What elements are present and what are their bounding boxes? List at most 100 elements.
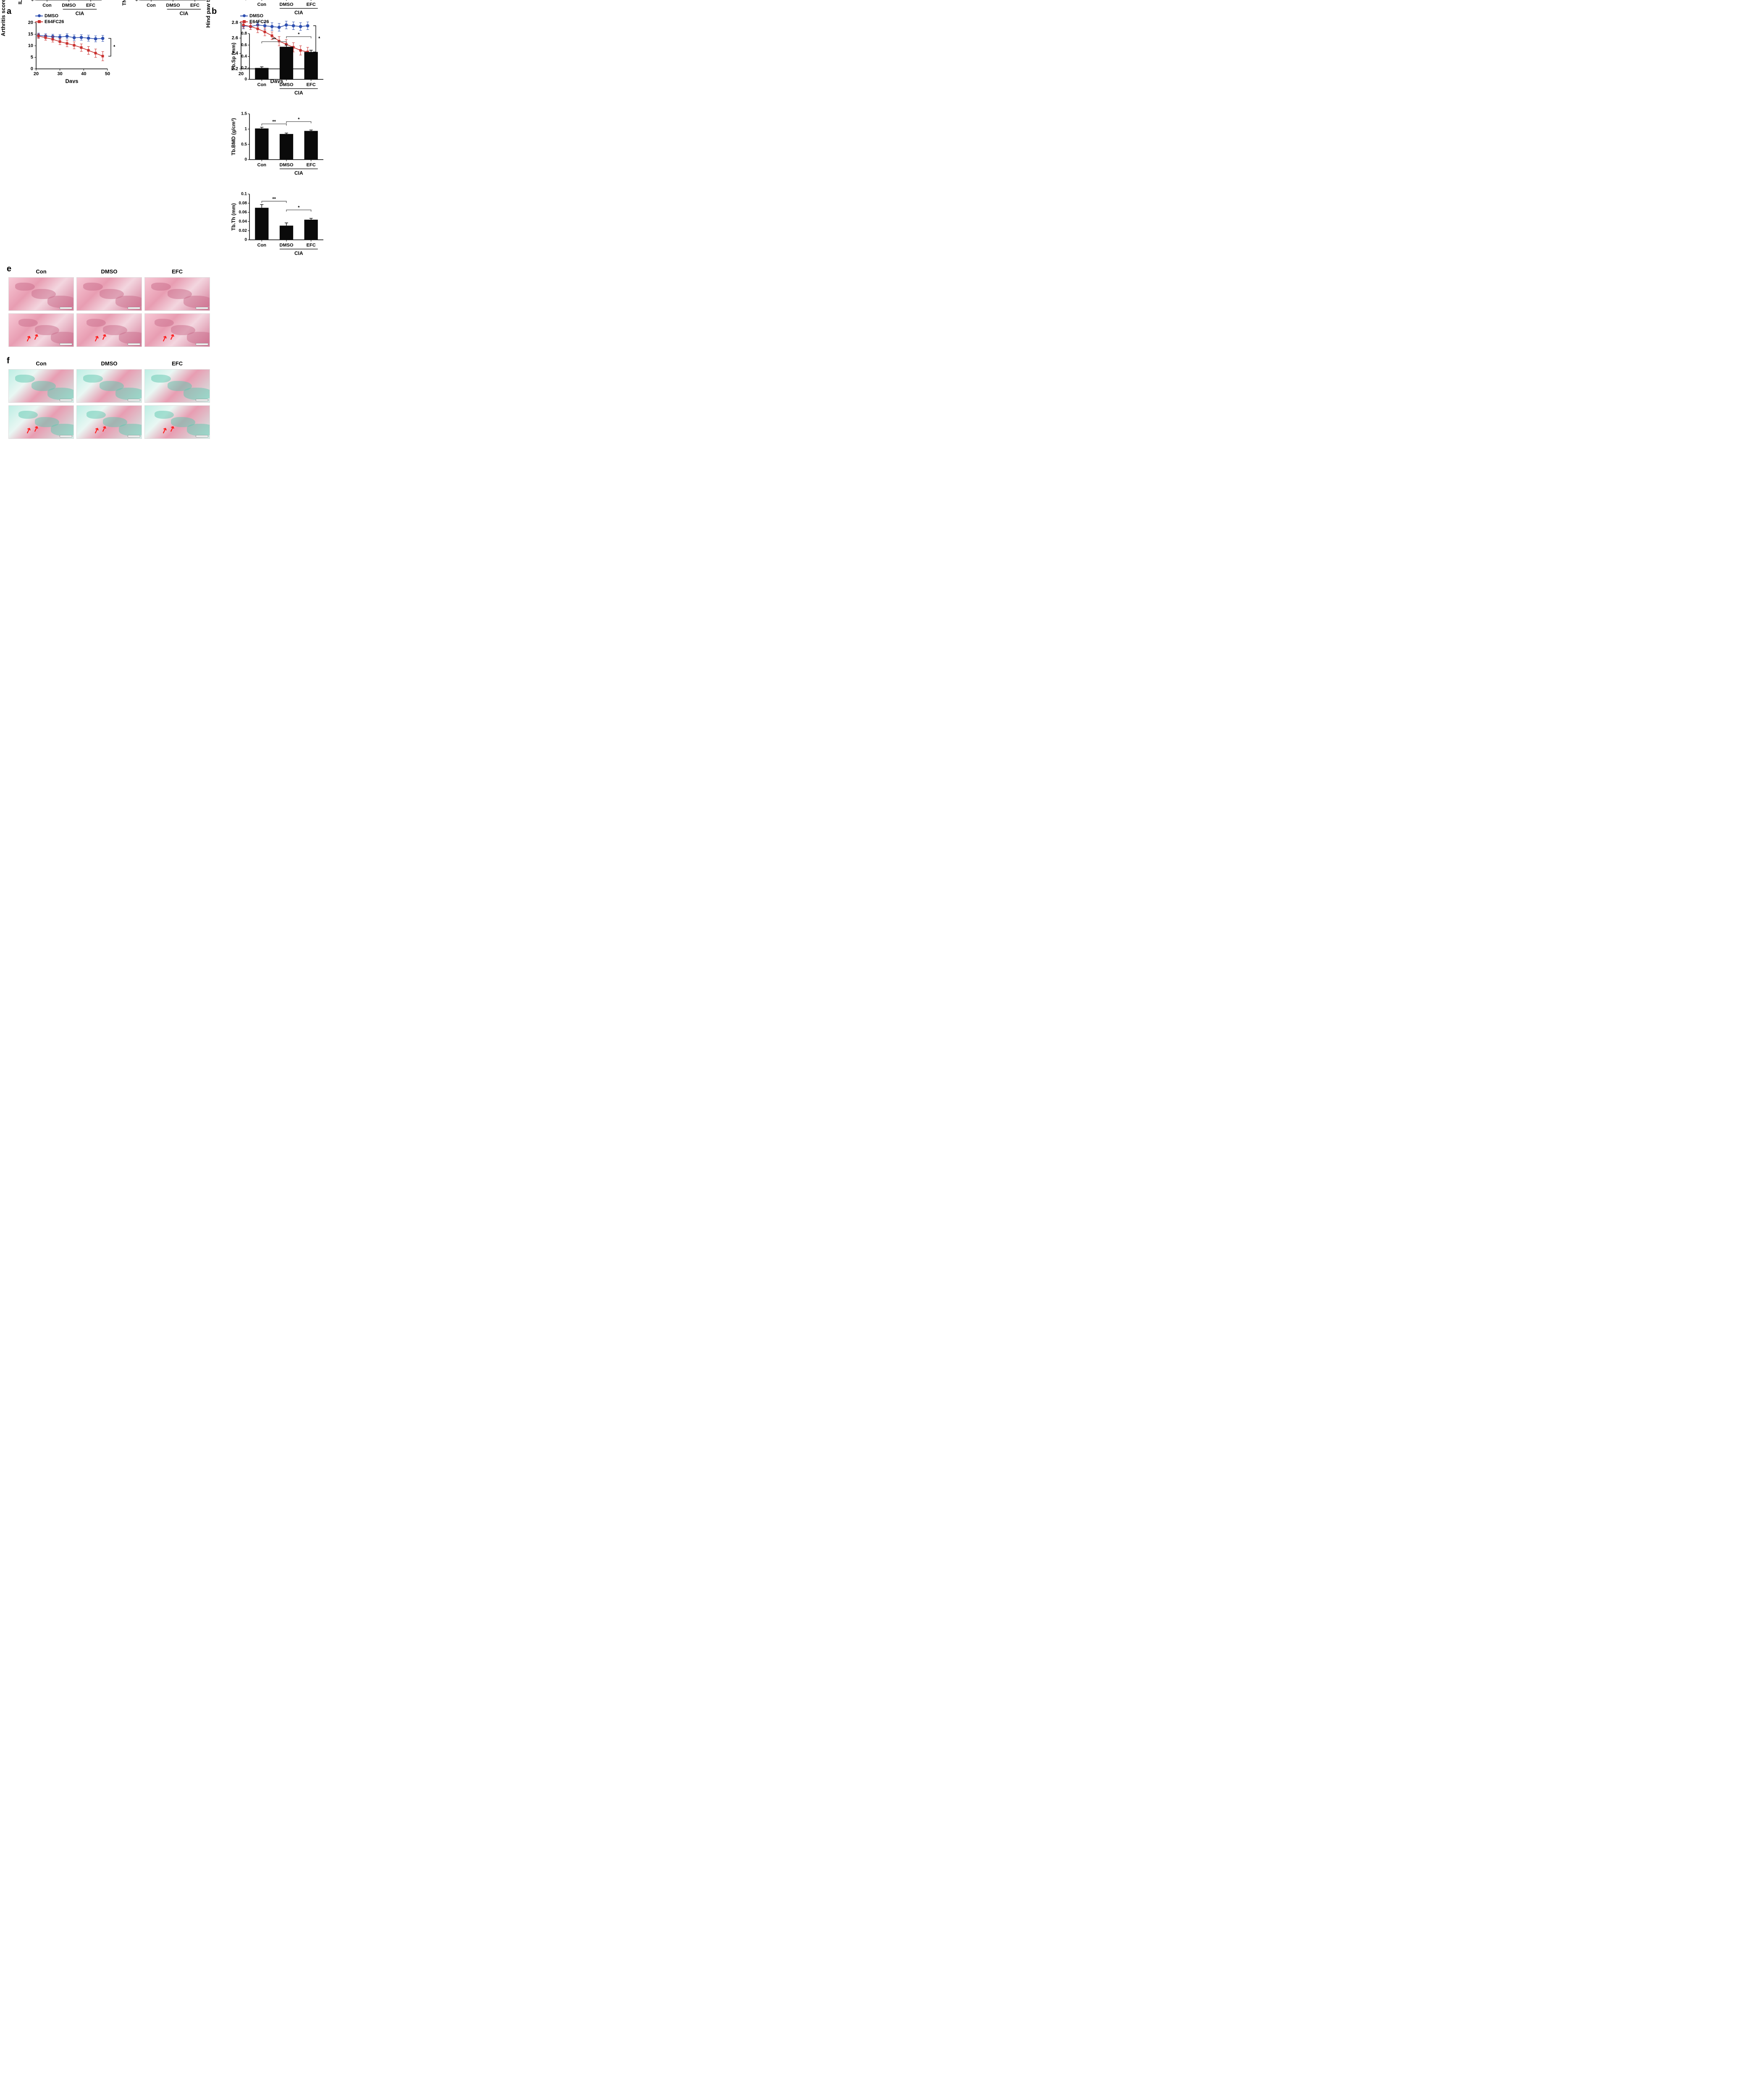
scale-bar: [60, 399, 72, 401]
svg-text:**: **: [272, 119, 276, 124]
svg-text:CIA: CIA: [180, 10, 189, 16]
svg-text:0: 0: [244, 238, 247, 242]
svg-text:Con: Con: [147, 3, 156, 8]
panel-d: d 050010001500ConDMSOEFC*****CIAIL-8 sec…: [8, 0, 213, 258]
svg-text:Con: Con: [257, 163, 267, 168]
bar-chart: 0200400600800ConDMSOEFC****CIATNF-α secr…: [121, 0, 209, 18]
svg-text:EFC: EFC: [307, 243, 316, 248]
bar-chart: 00.020.040.060.080.1ConDMSOEFC***CIATb.T…: [228, 185, 329, 258]
svg-text:DMSO: DMSO: [279, 163, 293, 168]
histology-image: [144, 277, 210, 311]
svg-text:EFC: EFC: [307, 2, 316, 7]
svg-text:DMSO: DMSO: [279, 2, 293, 7]
y-axis-label: Arthritis score: [0, 0, 6, 36]
svg-text:**: **: [272, 197, 276, 202]
svg-text:CIA: CIA: [76, 10, 84, 16]
svg-text:1.5: 1.5: [241, 112, 247, 116]
histo-col-label: Con: [8, 360, 74, 367]
histo-col-label: DMSO: [76, 360, 142, 367]
svg-text:Con: Con: [257, 243, 267, 248]
bar-chart: 00.511.5ConDMSOEFC***CIATb.BMD (g/cm³): [228, 105, 329, 178]
svg-text:0.08: 0.08: [239, 201, 247, 205]
histology-image: ↗↗: [144, 313, 210, 347]
svg-text:DMSO: DMSO: [62, 3, 76, 8]
svg-text:Tb.Sp (mm): Tb.Sp (mm): [231, 43, 236, 71]
svg-text:EFC: EFC: [86, 3, 95, 8]
scale-bar: [196, 436, 208, 437]
svg-text:0.2: 0.2: [241, 66, 247, 70]
svg-text:0.8: 0.8: [241, 32, 247, 36]
svg-text:*: *: [298, 32, 300, 37]
histo-col-label: EFC: [144, 268, 210, 275]
histo-col-label: DMSO: [76, 268, 142, 275]
histology-grid-e: ConDMSOEFC↗↗↗↗↗↗: [8, 268, 210, 347]
svg-text:0: 0: [31, 0, 34, 3]
histo-col-label: Con: [8, 268, 74, 275]
svg-text:0.06: 0.06: [239, 210, 247, 215]
svg-text:0.4: 0.4: [241, 54, 247, 59]
panel-label-e: e: [7, 264, 11, 274]
svg-text:Con: Con: [257, 2, 267, 7]
svg-text:0: 0: [136, 0, 138, 3]
svg-text:EFC: EFC: [307, 163, 316, 168]
panel-label-f: f: [7, 356, 10, 366]
histology-image: [8, 369, 74, 403]
svg-text:DMSO: DMSO: [166, 3, 180, 8]
histology-image: ↗↗: [8, 405, 74, 439]
svg-text:TNF-α secretion pg/mL: TNF-α secretion pg/mL: [121, 0, 127, 5]
svg-text:Tb.Th (mm): Tb.Th (mm): [231, 203, 236, 231]
panel-g: g 020406080100ConDMSOEFC***CIABV/TV (%)0…: [220, 0, 412, 258]
svg-text:CIA: CIA: [294, 250, 303, 256]
svg-text:CIA: CIA: [294, 90, 303, 96]
histo-col-label: EFC: [144, 360, 210, 367]
scale-bar: [128, 307, 140, 309]
scale-bar: [196, 399, 208, 401]
annotation-arrow-icon: ↗: [160, 425, 168, 436]
bar-chart: 00.20.40.60.8ConDMSOEFC***CIATb.Sp (mm): [228, 24, 329, 98]
svg-text:0.6: 0.6: [241, 43, 247, 47]
scale-bar: [128, 344, 140, 345]
bar-grid-d: 050010001500ConDMSOEFC*****CIAIL-8 secre…: [8, 0, 213, 18]
histology-image: ↗↗: [8, 313, 74, 347]
svg-text:EFC: EFC: [307, 82, 316, 87]
svg-text:EFC: EFC: [190, 3, 199, 8]
scale-bar: [196, 344, 208, 345]
annotation-arrow-icon: ↗: [24, 425, 32, 436]
svg-text:CIA: CIA: [294, 170, 303, 176]
histology-image: ↗↗: [76, 405, 142, 439]
bar-chart: 050100150200ConDMSOEFC*****CIAIL-1α secr…: [17, 0, 105, 18]
bar-chart: 020406080100ConDMSOEFC***CIABV/TV (%): [228, 0, 329, 18]
histology-grid-f: ConDMSOEFC↗↗↗↗↗↗: [8, 360, 210, 439]
scale-bar: [128, 399, 140, 401]
annotation-arrow-icon: ↗: [24, 333, 32, 344]
annotation-arrow-icon: ↗: [92, 333, 100, 344]
panel-f: f ConDMSOEFC↗↗↗↗↗↗: [8, 358, 213, 439]
scale-bar: [196, 307, 208, 309]
annotation-arrow-icon: ↗: [92, 425, 100, 436]
svg-text:Tb.BMD (g/cm³): Tb.BMD (g/cm³): [231, 118, 236, 155]
svg-text:Con: Con: [42, 3, 52, 8]
svg-text:Con: Con: [257, 82, 267, 87]
histology-image: ↗↗: [144, 405, 210, 439]
svg-text:0: 0: [244, 158, 247, 162]
svg-text:0.5: 0.5: [241, 142, 247, 147]
svg-text:*: *: [298, 117, 300, 122]
svg-text:0.02: 0.02: [239, 228, 247, 233]
svg-text:DMSO: DMSO: [279, 243, 293, 248]
scale-bar: [128, 436, 140, 437]
panel-e: e ConDMSOEFC↗↗↗↗↗↗: [8, 266, 213, 347]
histology-image: [8, 277, 74, 311]
histology-image: [76, 277, 142, 311]
svg-text:**: **: [272, 37, 276, 42]
svg-text:0: 0: [244, 0, 247, 2]
histology-image: [144, 369, 210, 403]
bar-col-g: 020406080100ConDMSOEFC***CIABV/TV (%)00.…: [220, 0, 412, 258]
scale-bar: [60, 344, 72, 345]
svg-text:IL-1α secretion pg/mL: IL-1α secretion pg/mL: [17, 0, 23, 4]
scale-bar: [60, 436, 72, 437]
histology-image: ↗↗: [76, 313, 142, 347]
annotation-arrow-icon: ↗: [160, 333, 168, 344]
svg-text:CIA: CIA: [294, 10, 303, 16]
svg-text:*: *: [298, 205, 300, 210]
svg-text:0.04: 0.04: [239, 219, 247, 224]
